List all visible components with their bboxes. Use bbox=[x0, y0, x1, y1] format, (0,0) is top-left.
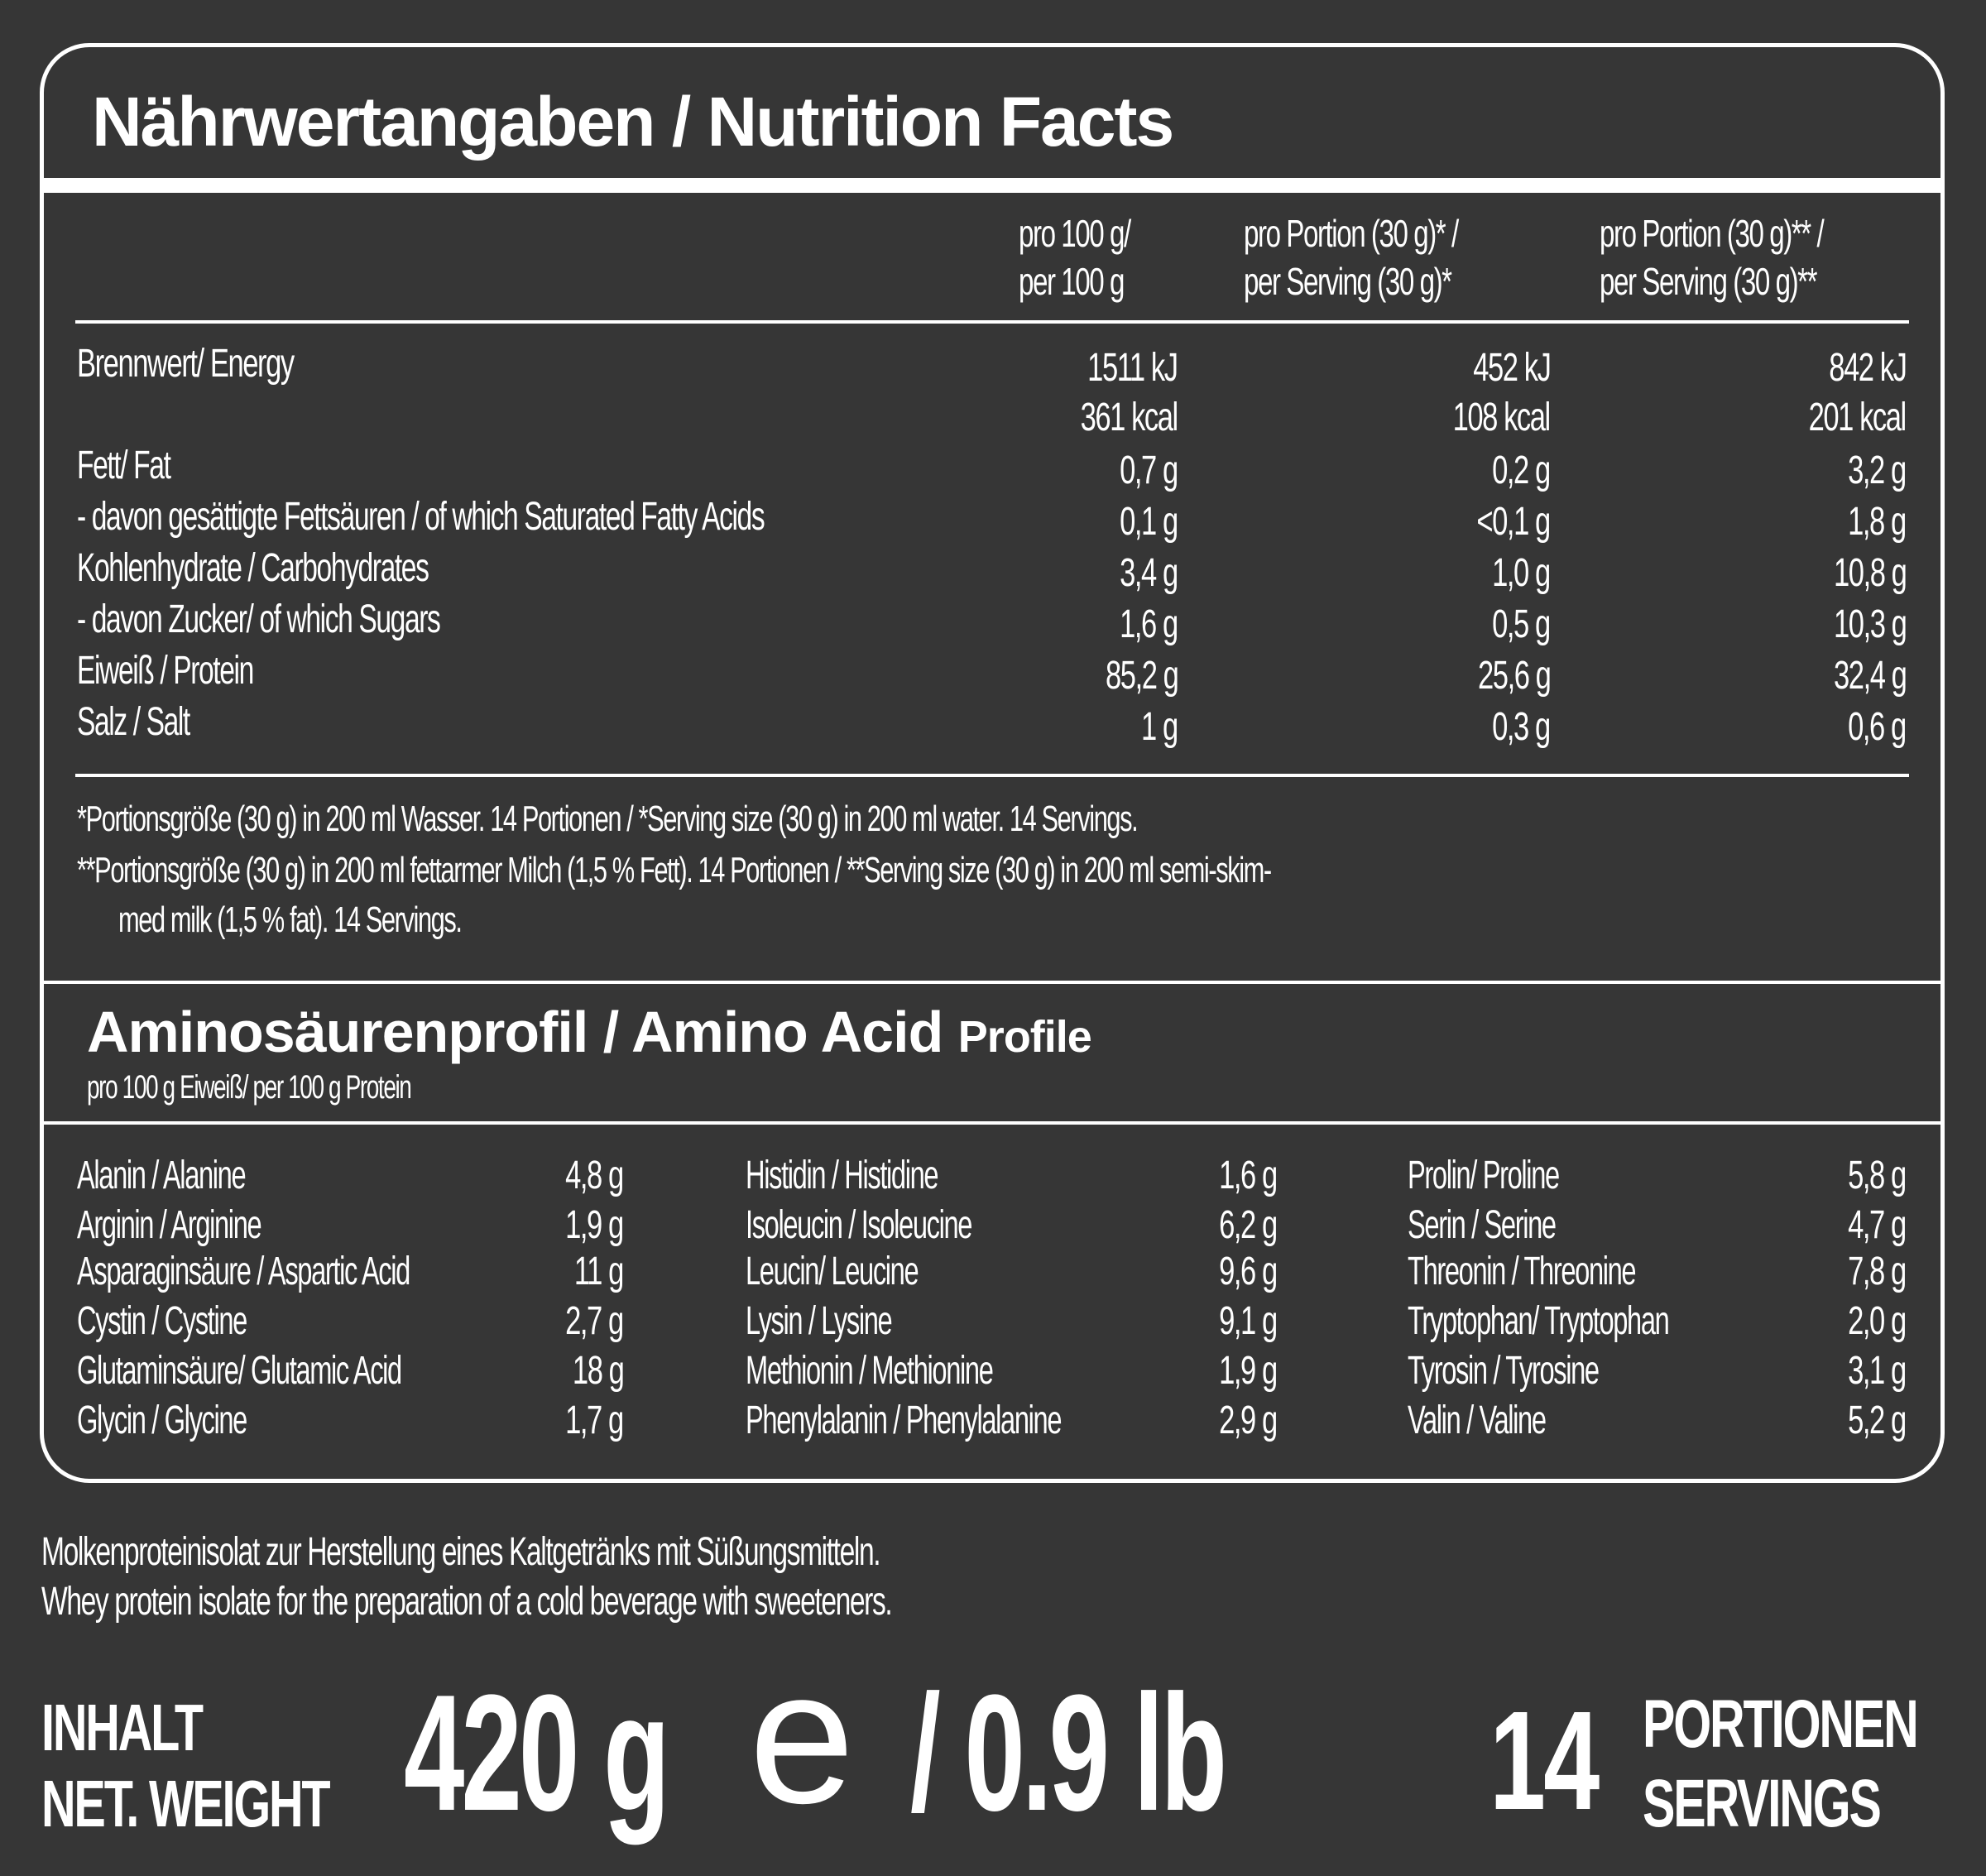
amino-acid-value: 1,7 g bbox=[565, 1399, 624, 1442]
amino-acid-name: Glycin / Glycine bbox=[77, 1399, 247, 1442]
amino-acid-value: 7,8 g bbox=[1848, 1250, 1907, 1293]
nutrient-value: <0,1 g bbox=[1476, 500, 1552, 544]
energy-kj-serving-milk: 842 kJ bbox=[1828, 346, 1907, 390]
nutrition-panel: Nährwertangaben / Nutrition Facts pro 10… bbox=[40, 43, 1945, 1483]
amino-acid-value: 5,8 g bbox=[1848, 1154, 1907, 1197]
amino-acid-name: Valin / Valine bbox=[1408, 1399, 1547, 1442]
amino-acid-name: Glutaminsäure/ Glutamic Acid bbox=[77, 1349, 402, 1393]
nutrient-label: - davon gesättigte Fettsäuren / of which… bbox=[77, 495, 765, 539]
nutrient-value: 0,6 g bbox=[1848, 705, 1907, 749]
amino-acid-name: Methionin / Methionine bbox=[746, 1349, 994, 1393]
nutrient-value: 0,7 g bbox=[1120, 449, 1178, 492]
amino-acid-name: Cystin / Cystine bbox=[77, 1299, 247, 1343]
nutrient-label: Eiweiß / Protein bbox=[77, 649, 254, 693]
amino-acid-value: 4,8 g bbox=[565, 1154, 624, 1197]
amino-acid-value: 2,0 g bbox=[1848, 1299, 1907, 1343]
net-weight-lb: / 0.9 lb bbox=[910, 1661, 1227, 1845]
nutrient-value: 1,6 g bbox=[1120, 602, 1178, 646]
nutrient-value: 0,2 g bbox=[1492, 449, 1551, 492]
column-header-per-100g: pro 100 g/per 100 g bbox=[1019, 212, 1131, 303]
amino-title-small: Profile bbox=[957, 1012, 1092, 1062]
amino-acid-value: 6,2 g bbox=[1219, 1203, 1278, 1247]
amino-acid-name: Histidin / Histidine bbox=[746, 1154, 939, 1197]
energy-kcal-serving-milk: 201 kcal bbox=[1808, 396, 1907, 439]
amino-title: Aminosäurenprofil / Amino Acid Profile bbox=[87, 1000, 1092, 1064]
amino-acid-name: Tyrosin / Tyrosine bbox=[1408, 1349, 1600, 1393]
net-weight-label: INHALT NET. WEIGHT bbox=[41, 1690, 441, 1842]
nutrient-value: 32,4 g bbox=[1833, 654, 1907, 698]
header-divider bbox=[75, 320, 1909, 324]
nutrient-value: 10,8 g bbox=[1833, 551, 1907, 595]
net-weight-label-en: NET. WEIGHT bbox=[41, 1767, 331, 1840]
energy-kcal-serving-water: 108 kcal bbox=[1452, 396, 1552, 439]
amino-acid-value: 2,9 g bbox=[1219, 1399, 1278, 1442]
amino-acid-name: Serin / Serine bbox=[1408, 1203, 1557, 1247]
amino-acid-name: Prolin/ Proline bbox=[1408, 1154, 1560, 1197]
nutrient-label: Kohlenhydrate / Carbohydrates bbox=[77, 546, 429, 590]
footnote-milk: **Portionsgröße (30 g) in 200 ml fettarm… bbox=[77, 850, 1272, 890]
amino-top-divider bbox=[44, 981, 1940, 984]
column-header-serving-water: pro Portion (30 g)* / per Serving (30 g)* bbox=[1244, 212, 1459, 303]
nutrient-label: Fett/ Fat bbox=[77, 444, 171, 487]
energy-kj-per-100g: 1511 kJ bbox=[1087, 346, 1179, 390]
amino-acid-value: 9,6 g bbox=[1219, 1250, 1278, 1293]
amino-subtitle: pro 100 g Eiweiß/ per 100 g Protein bbox=[87, 1069, 412, 1106]
net-weight-value: 420 g bbox=[404, 1661, 670, 1845]
description-de: Molkenproteinisolat zur Herstellung eine… bbox=[41, 1530, 881, 1574]
amino-acid-value: 1,9 g bbox=[1219, 1349, 1278, 1393]
nutrients-divider bbox=[75, 774, 1909, 777]
amino-acid-value: 11 g bbox=[574, 1250, 624, 1293]
nutrient-value: 3,4 g bbox=[1120, 551, 1178, 595]
nutrient-label: Salz / Salt bbox=[77, 700, 190, 744]
description-en: Whey protein isolate for the preparation… bbox=[41, 1580, 893, 1624]
amino-acid-value: 2,7 g bbox=[565, 1299, 624, 1343]
energy-kj-serving-water: 452 kJ bbox=[1472, 346, 1552, 390]
energy-kcal-per-100g: 361 kcal bbox=[1080, 396, 1179, 439]
amino-bottom-divider bbox=[44, 1121, 1940, 1125]
amino-acid-name: Threonin / Threonine bbox=[1408, 1250, 1637, 1293]
nutrition-title: Nährwertangaben / Nutrition Facts bbox=[92, 83, 1174, 161]
amino-acid-value: 1,9 g bbox=[565, 1203, 624, 1247]
amino-acid-value: 5,2 g bbox=[1848, 1399, 1907, 1442]
amino-acid-value: 18 g bbox=[572, 1349, 624, 1393]
servings-count: 14 bbox=[1490, 1682, 1600, 1840]
footnote-milk-continued: med milk (1,5 % fat). 14 Servings. bbox=[118, 900, 463, 940]
amino-acid-name: Leucin/ Leucine bbox=[746, 1250, 919, 1293]
amino-acid-value: 4,7 g bbox=[1848, 1203, 1907, 1247]
servings-label-de: PORTIONEN bbox=[1643, 1686, 1919, 1762]
nutrient-value: 10,3 g bbox=[1833, 602, 1907, 646]
nutrient-value: 0,5 g bbox=[1492, 602, 1551, 646]
amino-acid-name: Arginin / Arginine bbox=[77, 1203, 262, 1247]
amino-acid-name: Tryptophan/ Tryptophan bbox=[1408, 1299, 1670, 1343]
nutrient-value: 0,3 g bbox=[1492, 705, 1551, 749]
nutrient-value: 25,6 g bbox=[1477, 654, 1552, 698]
amino-acid-value: 3,1 g bbox=[1848, 1349, 1907, 1393]
energy-label: Brennwert/ Energy bbox=[77, 342, 295, 386]
nutrient-value: 1,0 g bbox=[1492, 551, 1551, 595]
amino-acid-name: Asparaginsäure / Aspartic Acid bbox=[77, 1250, 410, 1293]
amino-acid-value: 1,6 g bbox=[1219, 1154, 1278, 1197]
servings-label-en: SERVINGS bbox=[1643, 1766, 1882, 1841]
nutrient-value: 85,2 g bbox=[1105, 654, 1179, 698]
amino-acid-name: Lysin / Lysine bbox=[746, 1299, 893, 1343]
title-divider bbox=[44, 178, 1940, 193]
net-weight-label-de: INHALT bbox=[41, 1691, 204, 1764]
servings-label: PORTIONEN SERVINGS bbox=[1643, 1685, 1986, 1844]
nutrient-value: 1,8 g bbox=[1848, 500, 1907, 544]
nutrient-value: 0,1 g bbox=[1120, 500, 1178, 544]
estimated-sign-icon: e bbox=[749, 1630, 855, 1843]
column-header-serving-milk: pro Portion (30 g)** / per Serving (30 g)… bbox=[1600, 212, 1825, 303]
nutrient-value: 3,2 g bbox=[1848, 449, 1907, 492]
amino-acid-name: Alanin / Alanine bbox=[77, 1154, 247, 1197]
nutrient-value: 1 g bbox=[1141, 705, 1178, 749]
nutrient-label: - davon Zucker/ of which Sugars bbox=[77, 597, 441, 641]
amino-acid-name: Phenylalanin / Phenylalanine bbox=[746, 1399, 1062, 1442]
amino-acid-value: 9,1 g bbox=[1219, 1299, 1278, 1343]
amino-acid-name: Isoleucin / Isoleucine bbox=[746, 1203, 972, 1247]
footnote-water: *Portionsgröße (30 g) in 200 ml Wasser. … bbox=[77, 799, 1139, 839]
